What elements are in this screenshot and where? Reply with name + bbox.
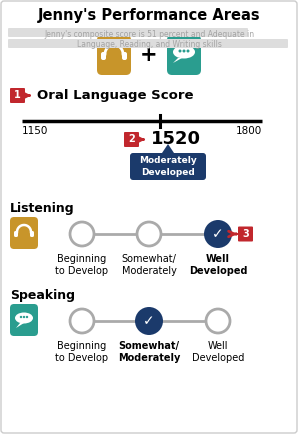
Text: Somewhat/
Moderately: Somewhat/ Moderately bbox=[122, 254, 176, 276]
Text: 1: 1 bbox=[14, 91, 21, 101]
Text: 1800: 1800 bbox=[236, 126, 262, 136]
Text: ✓: ✓ bbox=[212, 227, 224, 241]
Ellipse shape bbox=[173, 46, 195, 59]
FancyBboxPatch shape bbox=[130, 153, 206, 180]
Polygon shape bbox=[173, 58, 182, 63]
FancyBboxPatch shape bbox=[10, 304, 38, 336]
FancyBboxPatch shape bbox=[8, 39, 288, 48]
Circle shape bbox=[26, 316, 28, 318]
FancyBboxPatch shape bbox=[122, 52, 127, 60]
FancyBboxPatch shape bbox=[238, 227, 253, 241]
Polygon shape bbox=[16, 323, 24, 328]
FancyBboxPatch shape bbox=[10, 217, 38, 249]
FancyBboxPatch shape bbox=[14, 231, 18, 237]
Circle shape bbox=[206, 309, 230, 333]
FancyBboxPatch shape bbox=[8, 28, 248, 37]
Text: Language, Reading, and Writing skills: Language, Reading, and Writing skills bbox=[77, 40, 221, 49]
Polygon shape bbox=[162, 144, 174, 153]
Text: 3: 3 bbox=[242, 229, 249, 239]
Text: 2: 2 bbox=[128, 135, 135, 145]
Text: +: + bbox=[140, 45, 158, 65]
Text: Jenny's Performance Areas: Jenny's Performance Areas bbox=[38, 8, 260, 23]
Text: ✓: ✓ bbox=[143, 314, 155, 328]
Text: Well
Developed: Well Developed bbox=[192, 341, 244, 363]
Ellipse shape bbox=[15, 312, 33, 323]
FancyBboxPatch shape bbox=[30, 231, 34, 237]
FancyBboxPatch shape bbox=[97, 35, 131, 75]
Text: Listening: Listening bbox=[10, 202, 74, 215]
Text: Speaking: Speaking bbox=[10, 289, 75, 302]
Text: Jenny's composite score is 51 percent and Adequate in: Jenny's composite score is 51 percent an… bbox=[44, 30, 254, 39]
Circle shape bbox=[179, 49, 181, 53]
Circle shape bbox=[204, 220, 232, 248]
Circle shape bbox=[137, 222, 161, 246]
FancyBboxPatch shape bbox=[167, 35, 201, 75]
Text: 1150: 1150 bbox=[22, 126, 48, 136]
Text: Oral Language Score: Oral Language Score bbox=[37, 89, 193, 102]
FancyBboxPatch shape bbox=[10, 88, 25, 103]
Circle shape bbox=[187, 49, 190, 53]
Circle shape bbox=[70, 309, 94, 333]
Circle shape bbox=[20, 316, 22, 318]
FancyBboxPatch shape bbox=[101, 52, 106, 60]
Circle shape bbox=[135, 307, 163, 335]
Text: Well
Developed: Well Developed bbox=[189, 254, 247, 276]
Circle shape bbox=[23, 316, 25, 318]
Text: Somewhat/
Moderately: Somewhat/ Moderately bbox=[118, 341, 180, 363]
Circle shape bbox=[70, 222, 94, 246]
Circle shape bbox=[182, 49, 185, 53]
Text: Moderately
Developed: Moderately Developed bbox=[139, 156, 197, 177]
FancyBboxPatch shape bbox=[124, 132, 139, 147]
Text: 1520: 1520 bbox=[151, 131, 201, 148]
Text: Beginning
to Develop: Beginning to Develop bbox=[55, 341, 108, 363]
Text: Beginning
to Develop: Beginning to Develop bbox=[55, 254, 108, 276]
